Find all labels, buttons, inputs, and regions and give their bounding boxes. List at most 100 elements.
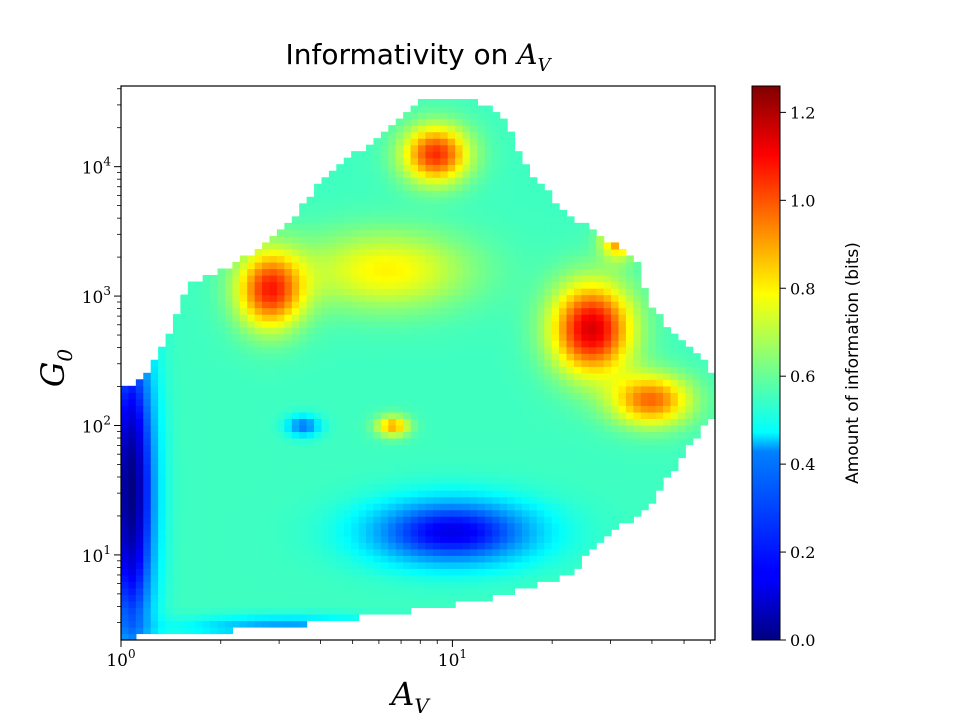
heatmap-cell: [358, 483, 367, 491]
heatmap-cell: [358, 600, 367, 609]
heatmap-cell: [195, 594, 204, 602]
heatmap-cell: [447, 503, 456, 511]
heatmap-cell: [172, 437, 181, 446]
heatmap-cell: [499, 229, 508, 237]
heatmap-cell: [440, 483, 449, 491]
heatmap-cell: [380, 320, 389, 328]
heatmap-cell: [685, 431, 694, 439]
heatmap-cell: [262, 587, 271, 595]
heatmap-cell: [529, 229, 538, 237]
heatmap-cell: [172, 477, 181, 485]
heatmap-cell: [596, 516, 605, 524]
heatmap-cell: [187, 548, 196, 556]
heatmap-cell: [425, 235, 434, 244]
heatmap-cell: [603, 346, 612, 354]
heatmap-cell: [492, 340, 501, 348]
heatmap-cell: [588, 398, 597, 406]
heatmap-cell: [262, 255, 271, 263]
heatmap-cell: [410, 346, 419, 354]
heatmap-cell: [202, 464, 211, 472]
heatmap-cell: [380, 131, 389, 139]
heatmap-cell: [410, 359, 419, 367]
heatmap-cell: [633, 392, 642, 400]
heatmap-cell: [633, 496, 642, 504]
heatmap-cell: [202, 594, 211, 602]
heatmap-cell: [217, 626, 226, 635]
heatmap-cell: [395, 177, 404, 185]
heatmap-cell: [366, 314, 375, 322]
heatmap-cell: [314, 574, 323, 582]
heatmap-cell: [380, 177, 389, 185]
heatmap-cell: [276, 581, 285, 589]
heatmap-cell: [351, 268, 360, 276]
heatmap-cell: [432, 379, 441, 387]
heatmap-cell: [121, 587, 130, 595]
heatmap-cell: [366, 235, 375, 244]
heatmap-cell: [425, 177, 434, 185]
heatmap-cell: [291, 340, 300, 348]
heatmap-cell: [314, 477, 323, 485]
heatmap-cell: [425, 248, 434, 257]
heatmap-cell: [269, 600, 278, 609]
heatmap-cell: [202, 346, 211, 354]
heatmap-cell: [544, 464, 553, 472]
heatmap-cell: [418, 118, 427, 126]
heatmap-cell: [328, 190, 337, 198]
heatmap-cell: [336, 470, 345, 478]
heatmap-cell: [366, 196, 375, 204]
heatmap-cell: [410, 216, 419, 224]
heatmap-cell: [611, 301, 620, 309]
heatmap-cell: [121, 398, 130, 406]
heatmap-cell: [388, 157, 397, 165]
heatmap-cell: [521, 385, 530, 393]
heatmap-cell: [202, 333, 211, 341]
heatmap-cell: [276, 255, 285, 263]
heatmap-cell: [625, 333, 634, 341]
heatmap-cell: [633, 301, 642, 309]
heatmap-cell: [469, 235, 478, 244]
plot-frame: [120, 85, 716, 641]
heatmap-cell: [418, 483, 427, 491]
heatmap-cell: [276, 333, 285, 341]
heatmap-cell: [484, 431, 493, 439]
heatmap-cell: [551, 235, 560, 244]
heatmap-cell: [165, 529, 174, 537]
heatmap-cell: [328, 301, 337, 309]
heatmap-cell: [395, 170, 404, 178]
heatmap-cell: [640, 490, 649, 498]
heatmap-cell: [366, 190, 375, 198]
heatmap-cell: [514, 561, 523, 569]
heatmap-cell: [573, 529, 582, 537]
heatmap-cell: [410, 568, 419, 576]
heatmap-cell: [380, 444, 389, 452]
heatmap-cell: [410, 411, 419, 419]
heatmap-cell: [195, 561, 204, 569]
heatmap-cell: [499, 431, 508, 439]
heatmap-cell: [588, 509, 597, 517]
heatmap-cell: [276, 542, 285, 550]
heatmap-cell: [677, 353, 686, 361]
heatmap-cell: [447, 444, 456, 452]
heatmap-cell: [128, 509, 137, 517]
heatmap-cell: [202, 607, 211, 615]
heatmap-cell: [358, 548, 367, 556]
heatmap-cell: [536, 222, 545, 230]
heatmap-cell: [633, 366, 642, 374]
heatmap-cell: [314, 535, 323, 543]
heatmap-cell: [328, 346, 337, 354]
heatmap-cell: [328, 555, 337, 563]
heatmap-cell: [254, 392, 263, 400]
colorbar-tick-label: 0.8: [790, 279, 815, 298]
heatmap-cell: [492, 138, 501, 146]
heatmap-cell: [633, 281, 642, 289]
heatmap-cell: [232, 333, 241, 341]
heatmap-cell: [343, 346, 352, 354]
heatmap-cell: [180, 535, 189, 543]
heatmap-cell: [336, 503, 345, 511]
heatmap-cell: [588, 405, 597, 413]
heatmap-cell: [195, 333, 204, 341]
heatmap-cell: [321, 483, 330, 491]
heatmap-cell: [410, 496, 419, 504]
heatmap-cell: [358, 607, 367, 615]
